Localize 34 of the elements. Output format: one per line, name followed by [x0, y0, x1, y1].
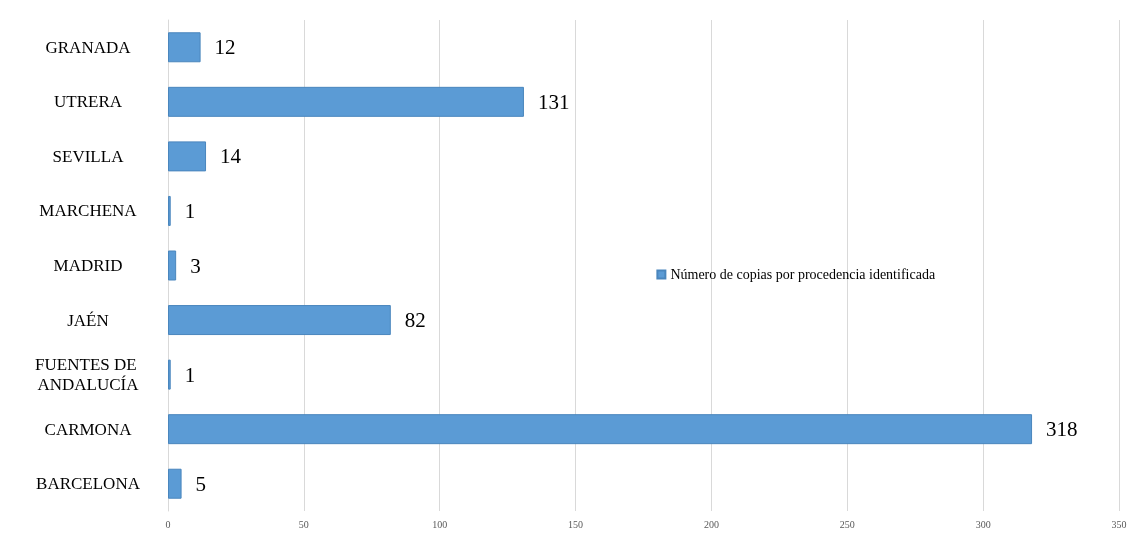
x-tick-label: 350 — [1111, 518, 1127, 530]
data-label: 131 — [537, 89, 570, 114]
data-label: 1 — [184, 198, 196, 223]
y-tick-label: FUENTES DE ANDALUCÍA — [35, 355, 141, 395]
data-label: 3 — [190, 253, 201, 278]
data-label: 12 — [214, 35, 236, 60]
y-tick-label: MADRID — [53, 256, 123, 275]
legend-label: Número de copias por procedencia identificada — [670, 267, 936, 282]
y-tick-label: GRANADA — [45, 37, 132, 57]
bar — [168, 86, 524, 117]
bar — [168, 32, 201, 63]
data-label: 82 — [404, 308, 426, 333]
bar — [168, 141, 207, 172]
x-tick-label: 50 — [298, 518, 309, 530]
bar — [168, 468, 182, 499]
x-tick-label: 150 — [568, 518, 584, 530]
y-tick-label: CARMONA — [44, 419, 133, 439]
bar — [168, 305, 391, 336]
data-label: 1 — [184, 362, 196, 387]
data-label: 318 — [1046, 417, 1078, 442]
y-tick-label: SEVILLA — [52, 146, 125, 166]
y-tick-label: JAÉN — [67, 310, 109, 330]
y-tick-label: BARCELONA — [36, 474, 141, 494]
x-tick-label: 100 — [432, 518, 448, 530]
data-label: 5 — [195, 471, 207, 496]
data-label: 14 — [220, 144, 242, 169]
x-tick-label: 0 — [165, 518, 171, 530]
x-tick-label: 200 — [703, 518, 719, 530]
y-tick-label: UTRERA — [54, 92, 123, 112]
y-tick-label: MARCHENA — [39, 201, 138, 221]
x-tick-label: 250 — [839, 518, 855, 530]
x-tick-label: 300 — [975, 518, 991, 530]
bar — [168, 250, 177, 281]
bar — [168, 414, 1033, 445]
